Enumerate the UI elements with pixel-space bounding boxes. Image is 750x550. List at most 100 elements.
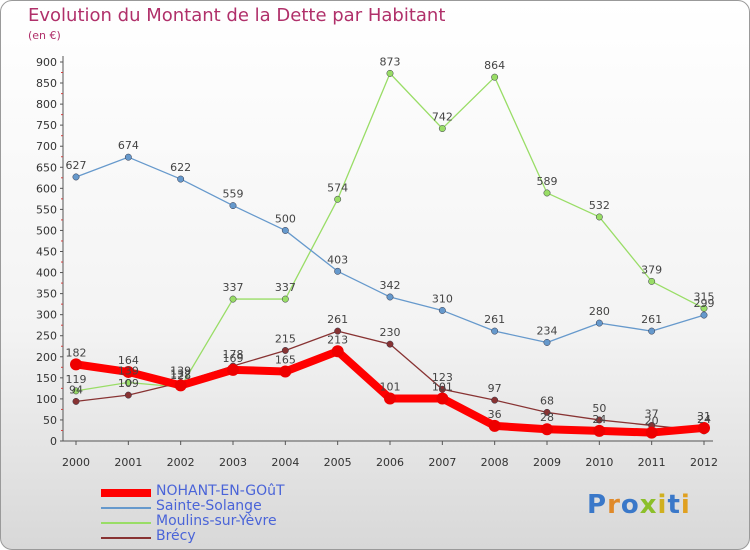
data-point	[543, 408, 551, 416]
data-label: 403	[327, 253, 348, 266]
data-label: 109	[118, 377, 139, 390]
data-point	[488, 419, 501, 432]
data-label: 165	[275, 354, 296, 367]
data-point	[331, 345, 344, 358]
data-point	[595, 213, 603, 221]
y-tick-label: 500	[36, 224, 57, 237]
data-point	[174, 379, 187, 392]
data-point	[595, 416, 603, 424]
data-label: 31	[697, 410, 711, 423]
data-label: 139	[118, 364, 139, 377]
y-tick-label: 300	[36, 309, 57, 322]
data-point	[281, 347, 289, 354]
data-point	[593, 424, 606, 437]
data-label: 315	[694, 290, 715, 303]
x-tick-label: 2001	[114, 456, 142, 469]
data-point	[334, 327, 342, 335]
data-label: 622	[170, 161, 191, 174]
y-tick-label: 250	[36, 330, 57, 343]
logo-letter: i	[657, 490, 668, 520]
data-point	[491, 73, 499, 81]
legend-swatch	[101, 489, 151, 497]
data-label: 589	[537, 175, 558, 188]
data-label: 24	[697, 413, 711, 426]
data-point	[384, 392, 396, 405]
x-tick-label: 2005	[324, 456, 352, 469]
y-tick-label: 200	[36, 351, 57, 364]
data-label: 574	[327, 181, 348, 194]
data-label: 50	[592, 402, 606, 415]
x-tick-label: 2010	[585, 456, 613, 469]
data-label: 68	[540, 394, 554, 407]
data-point	[124, 153, 132, 161]
data-point	[438, 307, 446, 314]
data-label: 169	[223, 352, 244, 365]
y-tick-label: 700	[36, 140, 57, 153]
data-label: 337	[223, 281, 244, 294]
y-tick-label: 450	[36, 246, 57, 259]
x-tick-label: 2012	[690, 456, 718, 469]
data-label: 28	[540, 411, 554, 424]
y-tick-label: 150	[36, 372, 57, 385]
data-label: 20	[645, 415, 659, 428]
y-tick-label: 650	[36, 161, 57, 174]
data-label: 280	[589, 305, 610, 318]
data-point	[386, 69, 394, 77]
data-label: 101	[432, 380, 453, 393]
data-point	[279, 365, 292, 378]
data-point	[281, 295, 289, 303]
data-label: 139	[170, 364, 191, 377]
data-point	[70, 358, 82, 371]
data-point	[438, 385, 446, 393]
y-tick-label: 750	[36, 119, 57, 132]
y-tick-label: 400	[36, 267, 57, 280]
legend-swatch	[101, 537, 151, 539]
data-point	[491, 396, 499, 404]
data-label: 342	[380, 279, 401, 292]
x-tick-label: 2003	[219, 456, 247, 469]
y-tick-label: 900	[36, 56, 57, 69]
data-label: 24	[592, 413, 606, 426]
chart-title: Evolution du Montant de la Dette par Hab…	[28, 5, 446, 26]
data-point	[334, 195, 342, 203]
data-point	[700, 304, 708, 312]
data-label: 37	[645, 407, 659, 420]
data-label: 132	[170, 367, 191, 380]
data-point	[438, 125, 446, 132]
data-label: 36	[488, 408, 502, 421]
data-point	[229, 295, 237, 303]
x-tick-label: 2008	[481, 456, 509, 469]
data-label: 261	[327, 313, 348, 326]
data-point	[645, 426, 658, 439]
data-point	[72, 173, 80, 181]
data-label: 261	[641, 313, 662, 326]
logo-letter: r	[607, 490, 621, 520]
data-point	[227, 363, 239, 376]
data-point	[595, 319, 603, 327]
y-tick-label: 350	[36, 288, 57, 301]
y-tick-label: 100	[36, 393, 57, 406]
data-label: 119	[66, 373, 87, 386]
data-label: 299	[694, 297, 715, 310]
x-tick-label: 2002	[167, 456, 195, 469]
data-point	[122, 365, 135, 378]
data-label: 873	[380, 55, 401, 68]
data-label: 213	[327, 333, 348, 346]
data-point	[334, 267, 342, 275]
data-point	[124, 391, 132, 399]
data-label: 500	[275, 212, 296, 225]
data-label: 532	[589, 199, 610, 212]
logo-letter: i	[680, 490, 691, 520]
data-label: 164	[118, 354, 139, 367]
data-point	[541, 423, 553, 436]
data-point	[436, 392, 449, 405]
legend-swatch	[101, 522, 151, 524]
data-point	[386, 293, 394, 301]
data-point	[281, 226, 289, 234]
y-tick-label: 800	[36, 98, 57, 111]
data-label: 128	[170, 369, 191, 382]
legend-label: Brécy	[156, 528, 196, 544]
y-tick-label: 850	[36, 77, 57, 90]
legend-swatch	[101, 507, 151, 509]
